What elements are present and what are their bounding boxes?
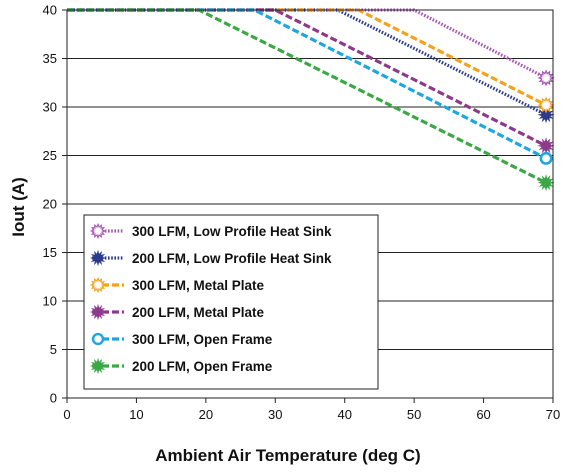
legend-swatch-marker-4 xyxy=(89,303,107,321)
x-tick-label-0: 0 xyxy=(63,407,70,422)
x-tick-label-70: 70 xyxy=(546,407,560,422)
x-tick-label-20: 20 xyxy=(199,407,213,422)
legend-box xyxy=(83,214,379,390)
x-tick-label-60: 60 xyxy=(476,407,490,422)
y-axis-title: Iout (A) xyxy=(9,177,28,236)
legend-swatch-marker-3 xyxy=(89,276,107,294)
legend-label-6: 200 LFM, Open Frame xyxy=(132,359,273,374)
y-tick-label-15: 15 xyxy=(43,245,57,260)
legend-swatch-marker-2 xyxy=(89,249,107,267)
legend-label-4: 200 LFM, Metal Plate xyxy=(132,305,265,320)
series-marker-5 xyxy=(539,151,553,165)
y-tick-label-35: 35 xyxy=(43,51,57,66)
series-line-5 xyxy=(67,8,547,160)
legend-swatch-marker-5 xyxy=(91,332,105,346)
y-tick-label-25: 25 xyxy=(43,148,57,163)
x-axis-title: Ambient Air Temperature (deg C) xyxy=(155,446,420,465)
legend-swatch-marker-6 xyxy=(89,357,107,375)
y-tick-label-5: 5 xyxy=(50,342,57,357)
axis-ticks: 0 5 10 15 20 25 30 35 40 0 10 20 30 40 50 60 70 xyxy=(43,3,561,423)
y-tick-label-30: 30 xyxy=(43,100,57,115)
series-marker-6 xyxy=(537,174,555,192)
series-marker-4 xyxy=(537,137,555,155)
series-line-4 xyxy=(67,8,547,148)
x-tick-label-50: 50 xyxy=(407,407,421,422)
series-marker-1 xyxy=(537,69,555,87)
series-marker-3 xyxy=(537,96,555,114)
y-tick-label-20: 20 xyxy=(43,197,57,212)
legend-label-3: 300 LFM, Metal Plate xyxy=(132,278,265,293)
legend-label-1: 300 LFM, Low Profile Heat Sink xyxy=(132,224,332,239)
x-tick-label-30: 30 xyxy=(268,407,282,422)
legend-label-2: 200 LFM, Low Profile Heat Sink xyxy=(132,251,332,266)
y-tick-label-0: 0 xyxy=(50,391,57,406)
legend-swatch-marker-1 xyxy=(89,222,107,240)
x-tick-label-10: 10 xyxy=(129,407,143,422)
y-tick-label-40: 40 xyxy=(43,3,57,18)
legend: 300 LFM, Low Profile Heat Sink 200 LFM, L… xyxy=(83,214,379,390)
y-tick-label-10: 10 xyxy=(43,294,57,309)
x-tick-label-40: 40 xyxy=(337,407,351,422)
series-lines xyxy=(67,8,555,192)
legend-label-5: 300 LFM, Open Frame xyxy=(132,332,273,347)
